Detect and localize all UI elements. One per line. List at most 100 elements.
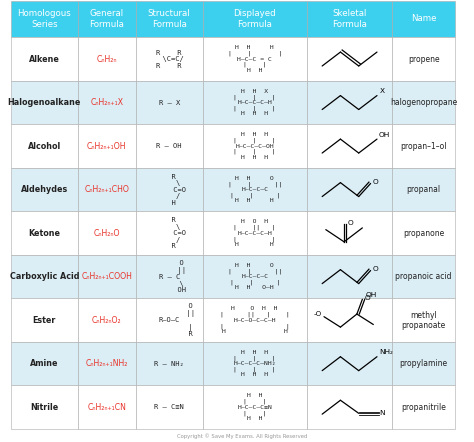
FancyBboxPatch shape bbox=[78, 211, 136, 255]
FancyBboxPatch shape bbox=[307, 1, 392, 37]
Text: R
    \
     C=O
    /
  H: R \ C=O / H bbox=[152, 174, 186, 206]
Text: OH: OH bbox=[379, 132, 390, 138]
FancyBboxPatch shape bbox=[203, 211, 307, 255]
Text: R – NH₂: R – NH₂ bbox=[155, 361, 184, 367]
Text: X: X bbox=[380, 88, 385, 94]
Text: Ester: Ester bbox=[33, 316, 56, 325]
Text: O: O bbox=[365, 295, 370, 301]
FancyBboxPatch shape bbox=[203, 1, 307, 37]
Text: CₙH₂ₙ₊₁NH₂: CₙH₂ₙ₊₁NH₂ bbox=[85, 359, 128, 368]
Text: -O: -O bbox=[314, 311, 322, 317]
Text: propan–1–ol: propan–1–ol bbox=[401, 141, 447, 151]
FancyBboxPatch shape bbox=[392, 1, 455, 37]
FancyBboxPatch shape bbox=[136, 37, 203, 81]
Text: H    O  H  H
|      ||   |    |
H–C–O–C–C–H
|                |
H               H: H O H H | || | | H–C–O–C–C–H | | H H bbox=[220, 306, 290, 334]
Text: O
          ||
R–O–C
          |
          R: O || R–O–C | R bbox=[144, 303, 195, 337]
Text: R
    \
     C=O
    /
  R: R \ C=O / R bbox=[152, 217, 186, 249]
FancyBboxPatch shape bbox=[392, 342, 455, 385]
FancyBboxPatch shape bbox=[136, 298, 203, 342]
FancyBboxPatch shape bbox=[78, 385, 136, 429]
FancyBboxPatch shape bbox=[78, 81, 136, 124]
FancyBboxPatch shape bbox=[11, 168, 78, 211]
Text: Name: Name bbox=[411, 15, 437, 23]
FancyBboxPatch shape bbox=[203, 298, 307, 342]
FancyBboxPatch shape bbox=[136, 385, 203, 429]
Text: O: O bbox=[347, 220, 353, 226]
FancyBboxPatch shape bbox=[203, 37, 307, 81]
Text: CₙH₂ₙ₊₁COOH: CₙH₂ₙ₊₁COOH bbox=[82, 272, 132, 281]
FancyBboxPatch shape bbox=[11, 81, 78, 124]
FancyBboxPatch shape bbox=[307, 342, 392, 385]
FancyBboxPatch shape bbox=[392, 211, 455, 255]
Text: CₙH₂ₙ₊₁X: CₙH₂ₙ₊₁X bbox=[90, 98, 123, 107]
FancyBboxPatch shape bbox=[11, 342, 78, 385]
FancyBboxPatch shape bbox=[307, 37, 392, 81]
Text: Displayed
Formula: Displayed Formula bbox=[233, 9, 276, 28]
Text: Carboxylic Acid: Carboxylic Acid bbox=[9, 272, 79, 281]
FancyBboxPatch shape bbox=[78, 124, 136, 168]
Text: Ketone: Ketone bbox=[28, 229, 60, 238]
FancyBboxPatch shape bbox=[307, 124, 392, 168]
FancyBboxPatch shape bbox=[11, 1, 78, 37]
FancyBboxPatch shape bbox=[203, 81, 307, 124]
Text: H  H  H
|    |    |
H–C–C–C–OH
|    |    |
H  H  H: H H H | | | H–C–C–C–OH | | | H H H bbox=[233, 132, 276, 160]
FancyBboxPatch shape bbox=[307, 168, 392, 211]
FancyBboxPatch shape bbox=[392, 37, 455, 81]
Text: halogenopropane: halogenopropane bbox=[390, 98, 457, 107]
FancyBboxPatch shape bbox=[392, 124, 455, 168]
FancyBboxPatch shape bbox=[392, 168, 455, 211]
Text: propylamine: propylamine bbox=[400, 359, 447, 368]
Text: O: O bbox=[373, 266, 378, 272]
Text: methyl
propanoate: methyl propanoate bbox=[401, 311, 446, 330]
Text: H  H  H
|    |    |
H–C–C–C–NH₂
|    |    |
H  H  H: H H H | | | H–C–C–C–NH₂ | | | H H H bbox=[233, 350, 276, 377]
FancyBboxPatch shape bbox=[11, 211, 78, 255]
FancyBboxPatch shape bbox=[11, 385, 78, 429]
FancyBboxPatch shape bbox=[136, 211, 203, 255]
Text: R – OH: R – OH bbox=[156, 143, 182, 149]
Text: CₙH₂ₙO: CₙH₂ₙO bbox=[93, 229, 120, 238]
Text: R    R
  \C=C/
R    R: R R \C=C/ R R bbox=[155, 50, 184, 69]
FancyBboxPatch shape bbox=[307, 298, 392, 342]
Text: O
      ||
R – C
      \
      OH: O || R – C \ OH bbox=[152, 260, 186, 293]
Text: H  H     H
|    |       |
H–C–C = C
|    |
H  H: H H H | | | H–C–C = C | | H H bbox=[228, 45, 282, 73]
Text: propanone: propanone bbox=[403, 229, 444, 238]
FancyBboxPatch shape bbox=[203, 124, 307, 168]
FancyBboxPatch shape bbox=[307, 255, 392, 298]
FancyBboxPatch shape bbox=[11, 124, 78, 168]
FancyBboxPatch shape bbox=[203, 168, 307, 211]
FancyBboxPatch shape bbox=[392, 81, 455, 124]
Text: R – C≡N: R – C≡N bbox=[155, 404, 184, 410]
Text: CₙH₂ₙO₂: CₙH₂ₙO₂ bbox=[92, 316, 121, 325]
FancyBboxPatch shape bbox=[78, 255, 136, 298]
Text: O: O bbox=[373, 179, 378, 185]
Text: CₙH₂ₙ₊₁CN: CₙH₂ₙ₊₁CN bbox=[87, 403, 126, 412]
Text: Alkene: Alkene bbox=[29, 54, 60, 64]
Text: H  H     O
|    |      ||
H–C–C–C
|    |      |
H  H   O–H: H H O | | || H–C–C–C | | | H H O–H bbox=[228, 263, 282, 290]
FancyBboxPatch shape bbox=[307, 211, 392, 255]
FancyBboxPatch shape bbox=[136, 1, 203, 37]
FancyBboxPatch shape bbox=[136, 342, 203, 385]
Text: Copyright © Save My Exams. All Rights Reserved: Copyright © Save My Exams. All Rights Re… bbox=[177, 434, 307, 439]
Text: Homologous
Series: Homologous Series bbox=[18, 9, 71, 28]
FancyBboxPatch shape bbox=[392, 385, 455, 429]
FancyBboxPatch shape bbox=[11, 298, 78, 342]
Text: H  H  X
|    |    |
H–C–C–C–H
|    |    |
H  H  H: H H X | | | H–C–C–C–H | | | H H H bbox=[233, 89, 276, 116]
FancyBboxPatch shape bbox=[136, 124, 203, 168]
FancyBboxPatch shape bbox=[78, 168, 136, 211]
Text: CₙH₂ₙ: CₙH₂ₙ bbox=[97, 54, 117, 64]
FancyBboxPatch shape bbox=[78, 342, 136, 385]
Text: propanoic acid: propanoic acid bbox=[395, 272, 452, 281]
Text: General
Formula: General Formula bbox=[89, 9, 124, 28]
FancyBboxPatch shape bbox=[136, 81, 203, 124]
Text: propanal: propanal bbox=[407, 185, 441, 194]
FancyBboxPatch shape bbox=[78, 298, 136, 342]
FancyBboxPatch shape bbox=[203, 385, 307, 429]
Text: Structural
Formula: Structural Formula bbox=[148, 9, 191, 28]
FancyBboxPatch shape bbox=[78, 37, 136, 81]
Text: propanitrile: propanitrile bbox=[401, 403, 446, 412]
FancyBboxPatch shape bbox=[307, 81, 392, 124]
Text: CₙH₂ₙ₊₁CHO: CₙH₂ₙ₊₁CHO bbox=[84, 185, 129, 194]
FancyBboxPatch shape bbox=[203, 255, 307, 298]
Text: CₙH₂ₙ₊₁OH: CₙH₂ₙ₊₁OH bbox=[87, 141, 127, 151]
Text: Nitrile: Nitrile bbox=[30, 403, 58, 412]
